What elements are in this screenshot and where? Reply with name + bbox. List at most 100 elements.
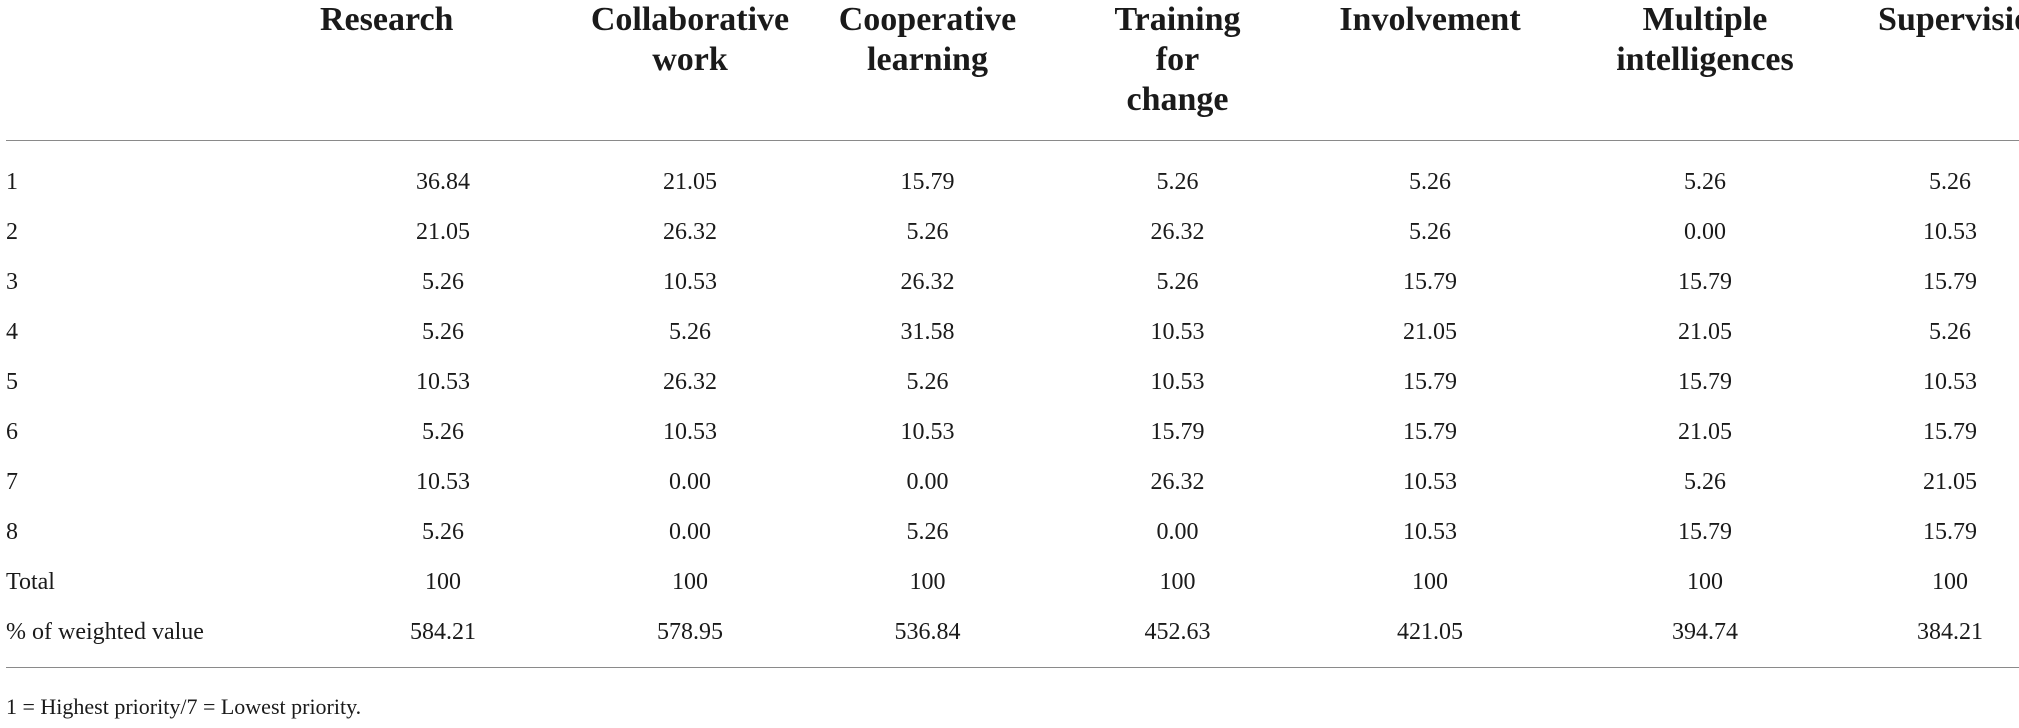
cell-involvement: 15.79 — [1403, 368, 1457, 395]
cell-cooperative-learning: 5.26 — [906, 518, 949, 545]
cell-training-for-change: 10.53 — [1150, 368, 1205, 395]
cell-research: 5.26 — [422, 418, 464, 445]
row-label: 1 — [6, 168, 18, 195]
cell-involvement: 10.53 — [1403, 468, 1457, 495]
cell-training-for-change: 26.32 — [1150, 468, 1205, 495]
header-supervision: Supervision — [1878, 1, 2019, 38]
cell-research: 5.26 — [422, 518, 464, 545]
cell-collaborative-work: 26.32 — [663, 368, 717, 395]
header-involvement: Involvement — [1339, 1, 1521, 38]
cell-research: 36.84 — [416, 168, 470, 195]
cell-multiple-intelligences: 5.26 — [1684, 468, 1726, 495]
priority-table-container: Research Collaborative work Cooperative … — [6, 0, 2019, 668]
cell-collaborative-work: 5.26 — [669, 318, 711, 345]
cell-involvement: 421.05 — [1397, 618, 1463, 645]
cell-involvement: 21.05 — [1403, 318, 1457, 345]
header-multiple-intelligences: Multiple intelligences — [1616, 1, 1794, 78]
cell-supervision: 15.79 — [1923, 418, 1977, 445]
cell-collaborative-work: 100 — [672, 568, 708, 595]
cell-multiple-intelligences: 0.00 — [1684, 218, 1726, 245]
header-row: Research Collaborative work Cooperative … — [6, 0, 2019, 141]
cell-collaborative-work: 0.00 — [669, 518, 711, 545]
cell-collaborative-work: 21.05 — [663, 168, 717, 195]
row-label: 7 — [6, 468, 18, 495]
cell-supervision: 384.21 — [1917, 618, 1983, 645]
cell-supervision: 10.53 — [1923, 218, 1977, 245]
cell-multiple-intelligences: 100 — [1687, 568, 1723, 595]
cell-cooperative-learning: 536.84 — [894, 618, 961, 645]
cell-cooperative-learning: 5.26 — [906, 218, 949, 245]
cell-collaborative-work: 578.95 — [657, 618, 723, 645]
cell-supervision: 5.26 — [1929, 168, 1971, 195]
table-row: Total 100 100 100 100 100 100 100 — [6, 557, 2019, 607]
cell-cooperative-learning: 5.26 — [906, 368, 949, 395]
cell-supervision: 10.53 — [1923, 368, 1977, 395]
row-label: Total — [6, 568, 55, 595]
cell-research: 10.53 — [416, 468, 470, 495]
cell-training-for-change: 0.00 — [1156, 518, 1199, 545]
cell-collaborative-work: 10.53 — [663, 418, 717, 445]
cell-involvement: 15.79 — [1403, 268, 1457, 295]
cell-involvement: 15.79 — [1403, 418, 1457, 445]
cell-cooperative-learning: 100 — [909, 568, 946, 595]
cell-supervision: 15.79 — [1923, 268, 1977, 295]
row-label: 4 — [6, 318, 18, 345]
cell-cooperative-learning: 0.00 — [906, 468, 949, 495]
header-cooperative-learning: Cooperative learning — [838, 1, 1017, 78]
cell-research: 10.53 — [416, 368, 470, 395]
cell-involvement: 5.26 — [1409, 218, 1451, 245]
cell-cooperative-learning: 31.58 — [900, 318, 955, 345]
cell-multiple-intelligences: 15.79 — [1678, 368, 1732, 395]
cell-supervision: 21.05 — [1923, 468, 1977, 495]
table-row: 8 5.26 0.00 5.26 0.00 10.53 15.79 15.79 — [6, 507, 2019, 557]
row-label: % of weighted value — [6, 618, 204, 645]
table-row: 1 36.84 21.05 15.79 5.26 5.26 5.26 5.26 — [6, 141, 2019, 208]
cell-training-for-change: 5.26 — [1156, 268, 1199, 295]
cell-cooperative-learning: 10.53 — [900, 418, 955, 445]
cell-training-for-change: 100 — [1159, 568, 1196, 595]
header-collaborative-work: Collaborative work — [590, 1, 790, 78]
cell-training-for-change: 10.53 — [1150, 318, 1205, 345]
table-row: % of weighted value 584.21 578.95 536.84 452… — [6, 607, 2019, 668]
table-row: 6 5.26 10.53 10.53 15.79 15.79 21.05 15.79 — [6, 407, 2019, 457]
header-training-for-change: Training for change — [1114, 1, 1241, 118]
cell-multiple-intelligences: 15.79 — [1678, 518, 1732, 545]
cell-research: 21.05 — [416, 218, 470, 245]
cell-collaborative-work: 0.00 — [669, 468, 711, 495]
cell-research: 5.26 — [422, 268, 464, 295]
cell-multiple-intelligences: 5.26 — [1684, 168, 1726, 195]
cell-multiple-intelligences: 21.05 — [1678, 418, 1732, 445]
cell-training-for-change: 15.79 — [1150, 418, 1205, 445]
row-label: 3 — [6, 268, 18, 295]
table-row: 2 21.05 26.32 5.26 26.32 5.26 0.00 10.53 — [6, 207, 2019, 257]
cell-collaborative-work: 26.32 — [663, 218, 717, 245]
cell-training-for-change: 452.63 — [1144, 618, 1211, 645]
table-header: Research Collaborative work Cooperative … — [6, 0, 2019, 141]
cell-research: 5.26 — [422, 318, 464, 345]
cell-supervision: 15.79 — [1923, 518, 1977, 545]
cell-training-for-change: 26.32 — [1150, 218, 1205, 245]
cell-involvement: 10.53 — [1403, 518, 1457, 545]
row-label: 6 — [6, 418, 18, 445]
table-row: 3 5.26 10.53 26.32 5.26 15.79 15.79 15.79 — [6, 257, 2019, 307]
cell-training-for-change: 5.26 — [1156, 168, 1199, 195]
row-label: 2 — [6, 218, 18, 245]
cell-cooperative-learning: 26.32 — [900, 268, 955, 295]
row-label: 8 — [6, 518, 18, 545]
table-body: 1 36.84 21.05 15.79 5.26 5.26 5.26 5.26 2 21.05 26… — [6, 141, 2019, 668]
cell-supervision: 5.26 — [1929, 318, 1971, 345]
table-row: 5 10.53 26.32 5.26 10.53 15.79 15.79 10.53 — [6, 357, 2019, 407]
cell-supervision: 100 — [1932, 568, 1968, 595]
cell-research: 584.21 — [410, 618, 476, 645]
header-blank — [6, 0, 306, 141]
cell-multiple-intelligences: 21.05 — [1678, 318, 1732, 345]
header-research: Research — [320, 1, 454, 38]
cell-research: 100 — [425, 568, 461, 595]
cell-involvement: 5.26 — [1409, 168, 1451, 195]
cell-multiple-intelligences: 15.79 — [1678, 268, 1732, 295]
row-label: 5 — [6, 368, 18, 395]
table-footnote: 1 = Highest priority/7 = Lowest priority… — [6, 694, 362, 719]
cell-cooperative-learning: 15.79 — [900, 168, 955, 195]
table-row: 7 10.53 0.00 0.00 26.32 10.53 5.26 21.05 — [6, 457, 2019, 507]
table-row: 4 5.26 5.26 31.58 10.53 21.05 21.05 5.26 — [6, 307, 2019, 357]
